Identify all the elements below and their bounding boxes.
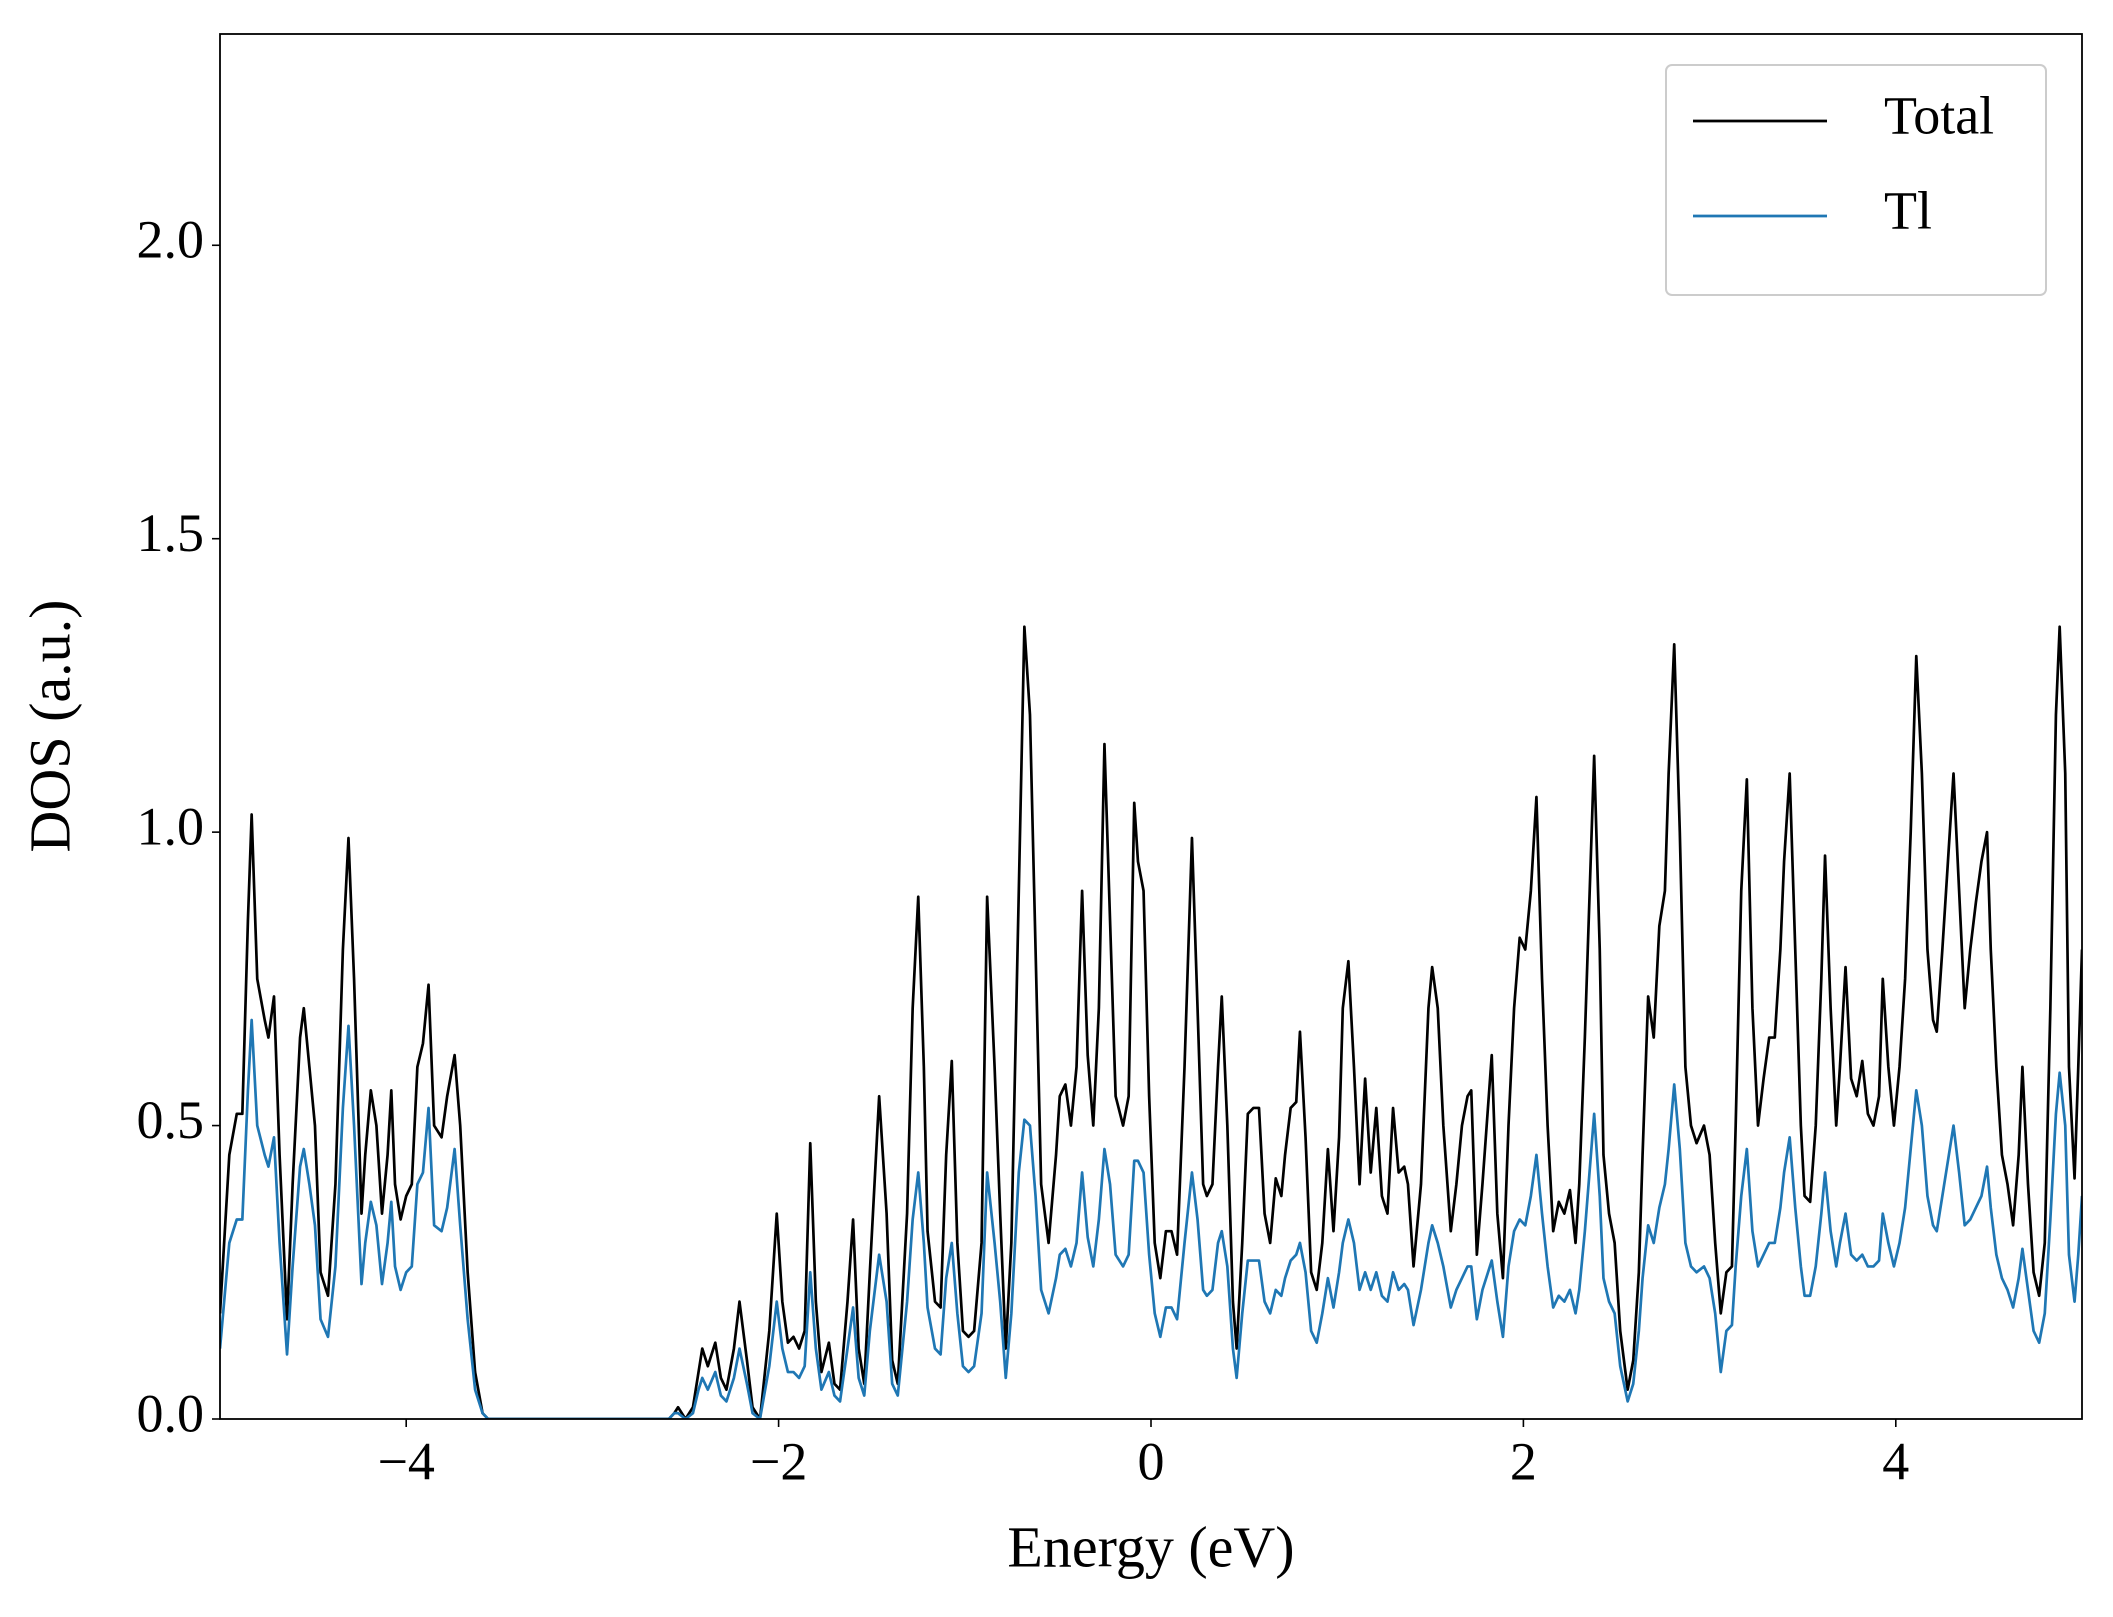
- y-axis-label: DOS (a.u.): [17, 600, 82, 853]
- series-line: [220, 1018, 2082, 1419]
- y-tick-label: 1.0: [137, 797, 205, 857]
- legend-label: Tl: [1884, 180, 1932, 240]
- x-axis-label: Energy (eV): [1007, 1514, 1294, 1579]
- x-tick-label: 4: [1882, 1431, 1909, 1491]
- x-tick-label: −2: [750, 1431, 807, 1491]
- series-line: [220, 625, 2082, 1419]
- y-tick-label: 0.5: [137, 1090, 205, 1150]
- legend-label: Total: [1884, 85, 1994, 145]
- y-tick-label: 0.0: [137, 1383, 205, 1443]
- plot-frame: [219, 33, 2083, 1420]
- x-tick-label: 0: [1138, 1431, 1165, 1491]
- x-tick-label: −4: [377, 1431, 434, 1491]
- y-tick-label: 1.5: [137, 503, 205, 563]
- x-tick-label: 2: [1510, 1431, 1537, 1491]
- legend-box: [1665, 64, 2047, 296]
- y-tick-label: 2.0: [137, 210, 205, 270]
